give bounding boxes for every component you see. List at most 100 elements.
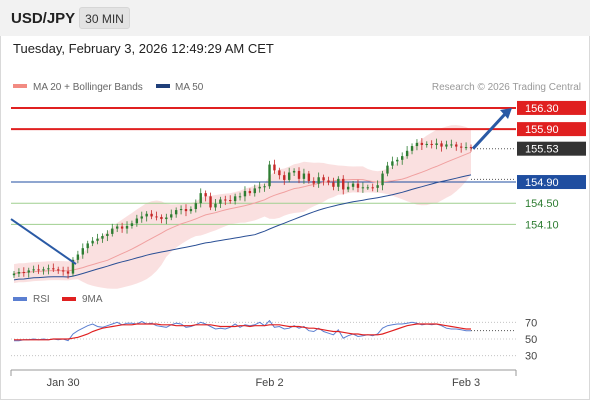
legend-label-9ma: 9MA <box>82 294 103 305</box>
candle-body <box>420 142 424 145</box>
candle-body <box>337 178 340 187</box>
level-label-154.90: 154.90 <box>525 177 559 189</box>
x-tick-label: Feb 2 <box>255 377 283 389</box>
level-label-156.30: 156.30 <box>525 103 559 115</box>
rsi-legend: RSI 9MA <box>13 294 103 305</box>
past-trend-line <box>10 218 77 265</box>
timeframe-button[interactable]: 30 MIN <box>79 7 130 29</box>
credit-label: Research © 2026 Trading Central <box>432 82 581 93</box>
candle-body <box>346 186 350 190</box>
rsi-panel: 70 50 30 <box>11 317 537 363</box>
candle-body <box>317 177 320 184</box>
candle-body <box>258 186 261 189</box>
candle-body <box>396 159 399 162</box>
candle-body <box>435 143 438 145</box>
candle-body <box>150 213 153 217</box>
candle-body <box>224 199 227 201</box>
candle-body <box>430 143 433 145</box>
candle-body <box>322 177 325 181</box>
candle-body <box>307 173 311 181</box>
candle-body <box>425 143 428 145</box>
candle-body <box>130 223 134 226</box>
candle-body <box>381 173 384 186</box>
candle-body <box>386 165 389 174</box>
header-bar: USD/JPY 30 MIN <box>0 0 590 36</box>
rsi-line <box>14 319 471 342</box>
candle-body <box>106 233 109 237</box>
candle-body <box>189 209 193 212</box>
candle-body <box>469 147 473 149</box>
candle-body <box>22 272 26 273</box>
candle-body <box>273 164 276 171</box>
candle-body <box>194 203 198 210</box>
candle-body <box>66 271 70 274</box>
candle-body <box>287 172 291 180</box>
candle-body <box>27 270 30 273</box>
candle-body <box>17 272 21 274</box>
candle-body <box>184 209 188 212</box>
moving-averages <box>13 151 472 281</box>
candle-body <box>37 269 40 271</box>
legend-label-ma20: MA 20 + Bollinger Bands <box>33 82 143 93</box>
candle-body <box>160 216 163 220</box>
timestamp-label: Tuesday, February 3, 2026 12:49:29 AM CE… <box>13 41 274 56</box>
candle-body <box>165 217 168 220</box>
ma50-line <box>13 174 472 281</box>
candle-body <box>120 226 124 229</box>
level-label-154.10: 154.10 <box>525 219 559 231</box>
legend-swatch-ma20 <box>13 84 27 88</box>
candle-body <box>243 191 247 197</box>
candle-body <box>410 146 414 151</box>
candle-body <box>371 187 374 189</box>
candle-body <box>405 150 409 157</box>
candle-body <box>47 268 50 270</box>
candle-body <box>268 164 271 187</box>
level-label-154.50: 154.50 <box>525 198 559 210</box>
candle-body <box>174 210 178 215</box>
candle-body <box>440 143 443 147</box>
rsi-tick-label-50: 50 <box>525 334 537 346</box>
candle-body <box>12 273 16 276</box>
legend-label-rsi: RSI <box>33 294 50 305</box>
bollinger-band-fill <box>14 125 471 289</box>
candle-body <box>356 183 360 188</box>
x-tick-label: Jan 30 <box>47 377 80 389</box>
chart-legend: MA 20 + Bollinger Bands MA 50 <box>13 82 204 93</box>
candle-body <box>214 203 217 208</box>
candle-body <box>42 269 45 271</box>
candle-body <box>312 180 315 184</box>
candle-body <box>361 187 365 189</box>
candle-body <box>233 196 237 202</box>
candle-body <box>204 193 207 197</box>
candle-body <box>278 170 281 176</box>
candle-body <box>111 228 114 234</box>
candle-body <box>71 259 75 274</box>
candle-body <box>125 225 129 229</box>
forecast-arrowhead <box>500 107 512 119</box>
bollinger-band <box>14 125 471 289</box>
candle-body <box>170 214 173 218</box>
candle-body <box>366 187 370 189</box>
level-label-155.90: 155.90 <box>525 124 559 136</box>
legend-swatch-rsi <box>13 297 27 301</box>
candle-body <box>135 218 139 224</box>
candle-body <box>327 180 330 183</box>
candle-body <box>238 196 242 198</box>
candle-body <box>96 238 99 241</box>
candle-body <box>61 270 65 272</box>
candlesticks <box>12 138 473 279</box>
candle-body <box>376 185 379 188</box>
candle-body <box>199 193 202 204</box>
candle-body <box>342 178 345 190</box>
rsi-tick-label-30: 30 <box>525 351 537 363</box>
candle-body <box>145 213 148 217</box>
candle-body <box>464 147 468 149</box>
candle-body <box>391 161 394 166</box>
candle-body <box>76 254 80 260</box>
candle-body <box>155 216 158 218</box>
candle-body <box>332 182 335 187</box>
candle-body <box>415 142 419 147</box>
rsi-tick-label-70: 70 <box>525 317 537 329</box>
level-label-155.53: 155.53 <box>525 144 559 156</box>
candle-body <box>401 156 404 160</box>
